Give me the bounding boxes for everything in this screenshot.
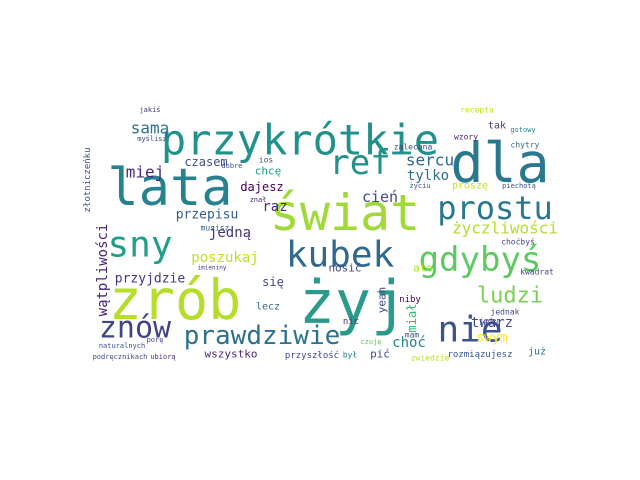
word: mam — [405, 331, 420, 340]
word: cień — [362, 188, 398, 206]
word: ale — [413, 262, 433, 275]
word: naturalnych — [99, 342, 145, 350]
word: twarz — [471, 315, 513, 331]
word: kwadrat — [520, 268, 554, 277]
word: jeden — [479, 317, 500, 325]
word: się — [262, 275, 284, 289]
word: ubiorą — [150, 353, 175, 361]
word: musisz — [201, 224, 230, 233]
word: przyszłość — [285, 350, 339, 361]
word: ludzi — [477, 284, 543, 309]
word: chytry — [511, 141, 540, 150]
word: nie — [437, 310, 502, 351]
word: przykrótkie — [161, 116, 439, 165]
word: yeah — [376, 287, 389, 314]
word: miał — [405, 304, 419, 333]
word: znał — [250, 196, 267, 204]
word: poszukaj — [191, 250, 258, 266]
word: choćbyś — [501, 237, 535, 247]
word: myślisz — [137, 135, 167, 143]
word: dla — [450, 131, 549, 195]
word: choć — [392, 335, 426, 351]
word: wątpliwości — [95, 224, 111, 317]
word: był — [343, 351, 358, 360]
word: przepisu — [176, 208, 239, 223]
word: jednak — [491, 308, 520, 317]
word: niby — [399, 295, 421, 305]
word: lata — [107, 158, 232, 218]
word: gdybyś — [419, 240, 542, 280]
word: dajesz — [240, 180, 283, 194]
word: kubek — [286, 235, 395, 276]
word: tak — [488, 121, 506, 132]
word: jakiś — [139, 106, 160, 114]
word: samą — [131, 119, 170, 138]
word: zwiedzie — [411, 354, 450, 363]
word: ref — [329, 143, 390, 183]
word: ios — [259, 156, 274, 165]
word: recepta — [460, 106, 494, 115]
word: dobre — [221, 162, 242, 170]
word: zalecana — [394, 143, 433, 152]
word: prostu — [437, 189, 553, 227]
word: złotniczeńku — [83, 147, 93, 212]
word: świat — [270, 184, 421, 242]
word: piechotą — [502, 182, 536, 190]
word: swym — [476, 331, 507, 346]
word: przyjdzie — [115, 272, 186, 287]
word: życzliwości — [452, 219, 558, 238]
word: życiu — [409, 182, 430, 190]
word: porę — [147, 336, 164, 344]
word: podręcznikach — [93, 353, 148, 361]
word: już — [528, 347, 546, 358]
word: proszę — [452, 181, 488, 192]
cloud-area — [85, 100, 560, 370]
word: raz — [262, 199, 287, 215]
word: znów — [99, 311, 172, 346]
word: rozmiązujesz — [447, 350, 512, 360]
word: pić — [370, 348, 390, 361]
word: tylko — [407, 168, 449, 184]
word: sny — [107, 225, 172, 266]
word: zrób — [109, 268, 241, 332]
word: nic — [343, 317, 359, 327]
word: wszystko — [205, 348, 258, 361]
word: imieniny — [198, 265, 227, 272]
word: sercu — [406, 151, 454, 170]
word: chcę — [255, 165, 282, 178]
word: wzory — [454, 133, 478, 142]
word: gotowy — [510, 126, 535, 134]
word: miej — [126, 163, 165, 182]
word: prawdziwie — [184, 321, 341, 351]
word: jedną — [209, 225, 251, 241]
word: czasem — [184, 155, 227, 169]
word: żyj — [299, 268, 407, 338]
word: lecz — [256, 302, 280, 313]
word: nosić — [328, 262, 361, 275]
word: czuję — [360, 338, 381, 346]
